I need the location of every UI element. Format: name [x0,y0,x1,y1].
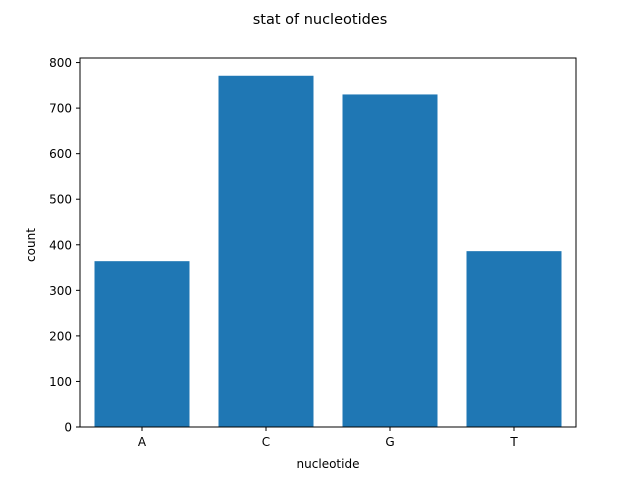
y-tick-label: 600 [49,147,72,161]
bar-A [94,261,190,427]
bar-G [342,94,438,427]
plot-frame [79,57,577,428]
y-tick-label: 200 [49,329,72,343]
y-tick-label: 800 [49,56,72,70]
y-tick-label: 500 [49,193,72,207]
bar-C [218,75,314,428]
bars-layer [94,75,562,428]
x-tick-label: C [262,435,270,449]
y-tick-label: 300 [49,284,72,298]
y-axis-label: count [24,228,38,262]
x-axis-label: nucleotide [297,457,360,471]
y-axis: 0 100 200 300 400 500 600 700 800 [49,56,80,435]
y-tick-label: 100 [49,375,72,389]
bar-T [466,251,562,427]
x-tick-label: G [385,435,394,449]
x-tick-label: A [138,435,147,449]
y-tick-label: 0 [64,421,72,435]
x-tick-label: T [509,435,518,449]
y-tick-label: 400 [49,238,72,252]
y-tick-label: 700 [49,102,72,116]
chart-title: stat of nucleotides [253,12,388,28]
